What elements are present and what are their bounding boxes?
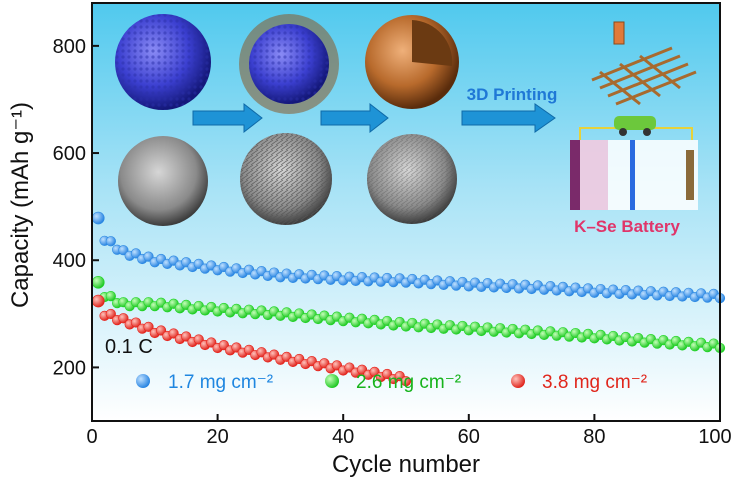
sphere-illustration-2: [239, 14, 339, 114]
data-point: [105, 236, 116, 247]
plot-frame: [91, 2, 721, 422]
data-point: [91, 211, 105, 225]
legend-label-3: 3.8 mg cm⁻²: [542, 372, 647, 393]
x-tick-label: 20: [206, 426, 228, 448]
sphere-illustration-3: [365, 15, 459, 109]
y-tick-label: 800: [53, 36, 86, 58]
x-tick-label: 40: [332, 426, 354, 448]
y-tick-label: 200: [53, 357, 86, 379]
x-tick-label: 60: [458, 426, 480, 448]
sem-image-1: [118, 136, 208, 226]
series-2: [91, 276, 726, 354]
rate-annotation: 0.1 C: [105, 336, 153, 358]
arrow-icon: [192, 102, 263, 134]
legend-marker-2: [325, 374, 339, 388]
data-point: [91, 294, 105, 308]
data-point: [143, 321, 154, 332]
legend-marker-1: [136, 374, 150, 388]
legend-label-2: 2.6 mg cm⁻²: [356, 372, 461, 393]
data-point: [118, 313, 129, 324]
x-axis-title: Cycle number: [332, 451, 480, 478]
legend: 1.7 mg cm⁻² 2.6 mg cm⁻² 3.8 mg cm⁻²: [136, 372, 647, 393]
y-tick-label: 600: [53, 143, 86, 165]
data-point: [105, 291, 116, 302]
inset-illustration: 3D Printing K–Se Battery: [115, 14, 698, 236]
sem-image-2: [240, 133, 332, 225]
y-tick-label: 400: [53, 250, 86, 272]
battery-schematic: [570, 116, 698, 210]
printing-label: 3D Printing: [467, 85, 558, 104]
arrow-icon: [461, 103, 556, 133]
arrow-icon: [320, 102, 389, 134]
x-tick-label: 80: [583, 426, 605, 448]
sem-image-3: [367, 134, 457, 224]
data-point: [130, 317, 142, 328]
legend-marker-3: [511, 374, 525, 388]
legend-label-1: 1.7 mg cm⁻²: [168, 372, 273, 393]
series-3: [91, 294, 412, 387]
data-marks: [91, 211, 726, 387]
data-point: [91, 276, 105, 289]
axis-ticks: 0 20 40 60 80 100 200 400 600 800: [53, 36, 732, 448]
series-1: [91, 211, 726, 304]
y-axis-title: Capacity (mAh g⁻¹): [7, 102, 34, 308]
x-tick-label: 0: [86, 426, 97, 448]
battery-label: K–Se Battery: [574, 217, 680, 236]
x-tick-label: 100: [698, 426, 731, 448]
data-point: [400, 376, 412, 387]
data-point: [105, 308, 116, 320]
printed-lattice-icon: [591, 21, 697, 106]
